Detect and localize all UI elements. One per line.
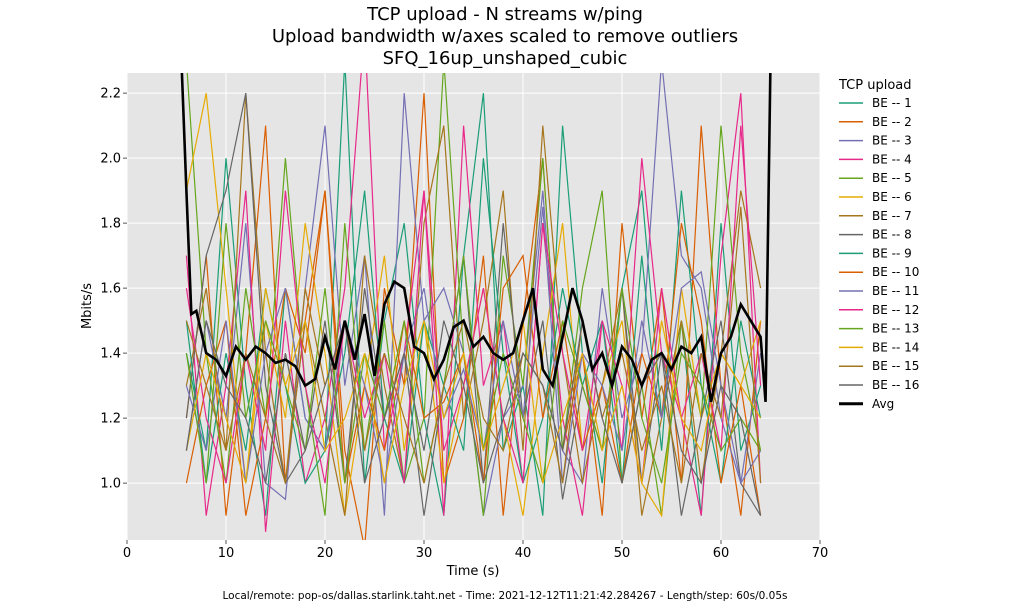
- chart-title-line-2: Upload bandwidth w/axes scaled to remove…: [272, 26, 738, 47]
- legend-entry: BE -- 8: [872, 228, 912, 242]
- legend-entry: BE -- 7: [872, 209, 912, 223]
- y-tick-label: 1.0: [100, 477, 121, 492]
- y-tick-label: 1.8: [100, 217, 121, 232]
- legend-entry: BE -- 4: [872, 152, 912, 166]
- legend: TCP upload BE -- 1 BE -- 2 BE -- 3 BE -- 4 B…: [838, 78, 919, 411]
- x-tick-label: 40: [515, 546, 532, 561]
- series-line-avg: [180, 73, 772, 403]
- legend-entry: BE -- 15: [872, 359, 919, 373]
- series-line-be-12: [185, 125, 762, 484]
- x-tick-label: 70: [812, 546, 829, 561]
- x-axis-label: Time (s): [446, 564, 500, 579]
- axis-ticks: 0 10 20 30 40 50 60 70 1.0 1.2 1.4 1.6 1.8 2.0 2.2: [100, 87, 828, 561]
- legend-entry: BE -- 5: [872, 171, 912, 185]
- series-line-be-15: [185, 206, 762, 484]
- x-tick-label: 20: [317, 546, 334, 561]
- x-tick-label: 50: [614, 546, 631, 561]
- y-tick-label: 2.2: [100, 87, 121, 102]
- legend-entry: BE -- 3: [872, 134, 912, 148]
- y-tick-label: 1.6: [100, 282, 121, 297]
- legend-entry: BE -- 10: [872, 265, 919, 279]
- legend-entry: BE -- 6: [872, 190, 912, 204]
- x-tick-label: 10: [218, 546, 235, 561]
- legend-entry: BE -- 16: [872, 378, 919, 392]
- x-tick-label: 60: [713, 546, 730, 561]
- series-line-be-14: [185, 288, 762, 484]
- legend-entry: Avg: [872, 397, 894, 411]
- series-line-be-10: [185, 190, 762, 516]
- x-tick-label: 30: [416, 546, 433, 561]
- legend-entry: BE -- 11: [872, 284, 919, 298]
- legend-entry: BE -- 12: [872, 303, 919, 317]
- series-line-be-11: [185, 206, 762, 485]
- legend-entry: BE -- 9: [872, 246, 912, 260]
- y-tick-label: 1.4: [100, 347, 121, 362]
- series-lines: [180, 73, 772, 540]
- legend-entry: BE -- 1: [872, 96, 912, 110]
- y-tick-label: 1.2: [100, 412, 121, 427]
- legend-title: TCP upload: [838, 78, 912, 93]
- y-tick-label: 2.0: [100, 152, 121, 167]
- series-line-be-16: [185, 320, 762, 516]
- series-line-be-4: [185, 73, 762, 532]
- footer: Local/remote: pop-os/dallas.starlink.tah…: [223, 590, 788, 602]
- x-tick-label: 0: [123, 546, 131, 561]
- chart-title-line-3: SFQ_16up_unshaped_cubic: [383, 48, 628, 69]
- legend-entry: BE -- 14: [872, 340, 919, 354]
- chart-title-line-1: TCP upload - N streams w/ping: [366, 4, 643, 25]
- legend-entry: BE -- 13: [872, 322, 919, 336]
- y-axis-label: Mbits/s: [80, 283, 95, 329]
- legend-entry: BE -- 2: [872, 115, 912, 129]
